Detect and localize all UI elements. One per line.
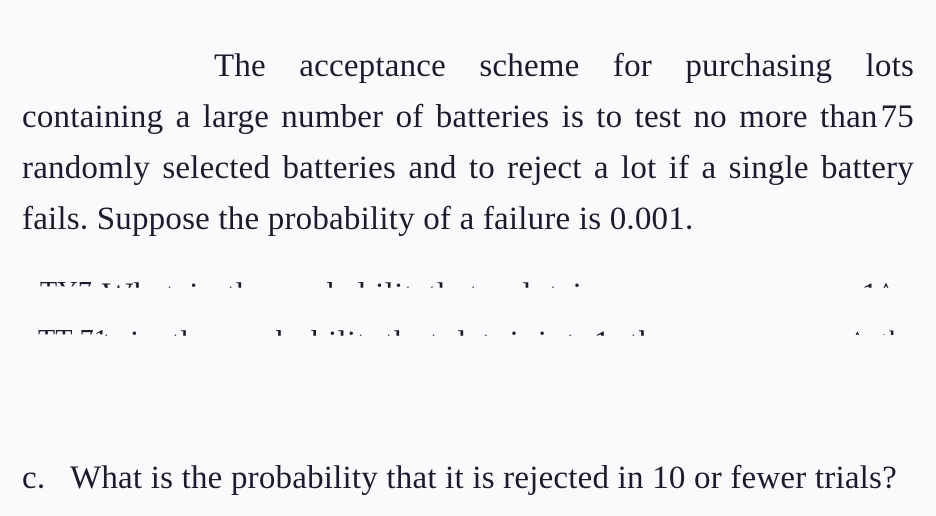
obscured-lines: TY7 What is the prob bilit that a lot i … <box>22 279 914 389</box>
obscured-fragment: ^oth <box>850 327 904 357</box>
obscured-fragment: 1^ <box>861 279 894 312</box>
obscured-fragment: TY7 <box>40 279 92 307</box>
question-text: What is the probability that it is rejec… <box>70 453 914 504</box>
page-container: The acceptance scheme for purchasing lot… <box>0 0 936 516</box>
question-label: c. <box>22 453 70 504</box>
obscured-fragment: TT 71 <box>38 327 108 355</box>
problem-statement: The acceptance scheme for purchasing lot… <box>22 41 914 246</box>
question-c: c. What is the probability that it is re… <box>22 453 914 504</box>
obscured-fragment: What is the prob bilit that a lot i <box>102 279 582 312</box>
obscured-fragment: t is the prob bilit th t let i i t 1 th <box>102 327 655 360</box>
